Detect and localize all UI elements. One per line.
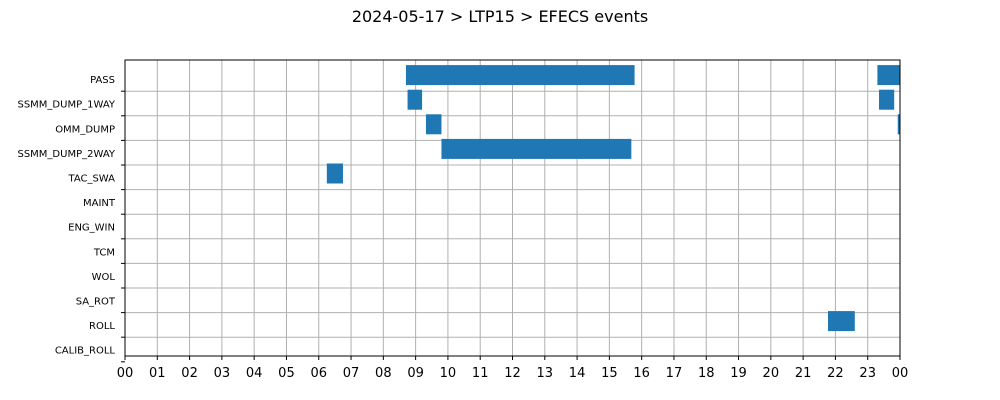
x-tick-label: 16 [633,366,650,381]
x-tick-label: 14 [569,366,586,381]
x-tick-label: 20 [763,366,780,381]
event-bar [877,65,900,86]
event-bar [879,89,895,110]
event-bars [326,65,900,332]
y-tick-label: ROLL [89,321,115,332]
event-bar [897,114,900,135]
x-tick-label: 06 [310,366,327,381]
y-tick-label: SSMM_DUMP_2WAY [17,149,115,160]
x-tick-label: 09 [407,366,424,381]
event-bar [827,311,855,332]
event-bar [405,65,635,86]
y-tick-label: WOL [92,272,116,283]
y-tick-label: MAINT [83,198,116,209]
x-tick-label: 18 [698,366,715,381]
event-bar [441,138,632,159]
y-tick-label: CALIB_ROLL [55,346,116,357]
x-tick-label: 13 [537,366,554,381]
y-tick-label: TCM [93,247,115,258]
y-tick-label: ENG_WIN [68,223,115,234]
y-tick-label: TAC_SWA [67,174,115,185]
event-bar [425,114,442,135]
x-tick-label: 08 [375,366,392,381]
x-tick-label: 12 [504,366,521,381]
x-tick-label: 15 [601,366,618,381]
x-tick-label: 03 [214,366,231,381]
x-tick-label: 00 [117,366,134,381]
x-tick-label: 04 [246,366,263,381]
chart-title: 2024-05-17 > LTP15 > EFECS events [352,7,648,26]
y-tick-label: OMM_DUMP [55,124,115,135]
y-axis-ticks: PASS SSMM_DUMP_1WAY OMM_DUMP SSMM_DUMP_2WAY… [17,75,125,363]
x-tick-label: 21 [795,366,812,381]
event-bar [326,163,343,184]
y-tick-label: SSMM_DUMP_1WAY [17,100,115,111]
x-tick-label: 00 [892,366,909,381]
x-tick-label: 05 [278,366,295,381]
grid-lines [124,60,901,356]
x-tick-label: 23 [859,366,876,381]
event-bar [407,89,423,110]
x-tick-label: 01 [149,366,166,381]
y-tick-label: PASS [90,75,115,86]
x-tick-label: 10 [440,366,457,381]
x-axis-ticks: 00 01 02 03 04 05 06 07 08 09 10 11 12 13 14 15 16 17 18 19… [117,356,909,381]
x-tick-label: 19 [730,366,747,381]
x-tick-label: 22 [827,366,844,381]
x-tick-label: 02 [181,366,198,381]
y-tick-label: SA_ROT [76,297,116,308]
x-tick-label: 17 [666,366,683,381]
x-tick-label: 11 [472,366,489,381]
x-tick-label: 07 [343,366,360,381]
